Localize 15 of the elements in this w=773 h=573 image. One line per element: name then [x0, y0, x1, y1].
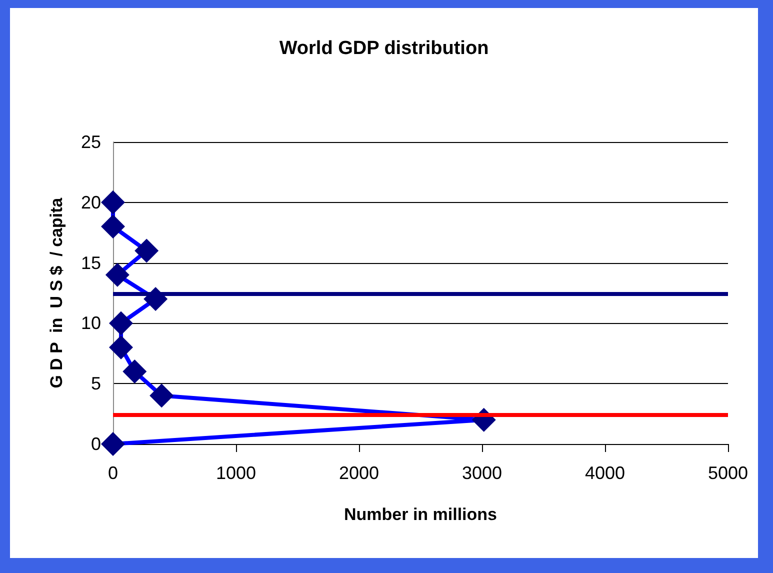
x-tick-label: 0: [108, 463, 118, 483]
y-tick-label: 20: [80, 192, 101, 212]
chart-title: World GDP distribution: [279, 38, 489, 59]
y-tick-label: 10: [80, 313, 101, 334]
x-tick-label: 1000: [216, 463, 256, 483]
y-tick-label: 25: [80, 132, 101, 152]
x-axis-title: Number in millions: [344, 505, 498, 524]
x-tick-label: 4000: [584, 463, 626, 483]
x-tick-label: 5000: [708, 463, 748, 483]
y-tick-label: 5: [90, 374, 101, 394]
y-tick-label: 15: [80, 252, 101, 273]
x-tick-label: 3000: [462, 463, 502, 483]
x-tick-label: 2000: [338, 463, 380, 483]
y-tick-label: 0: [90, 434, 101, 454]
y-axis-title: G D P in U S $ / capita: [47, 197, 66, 388]
